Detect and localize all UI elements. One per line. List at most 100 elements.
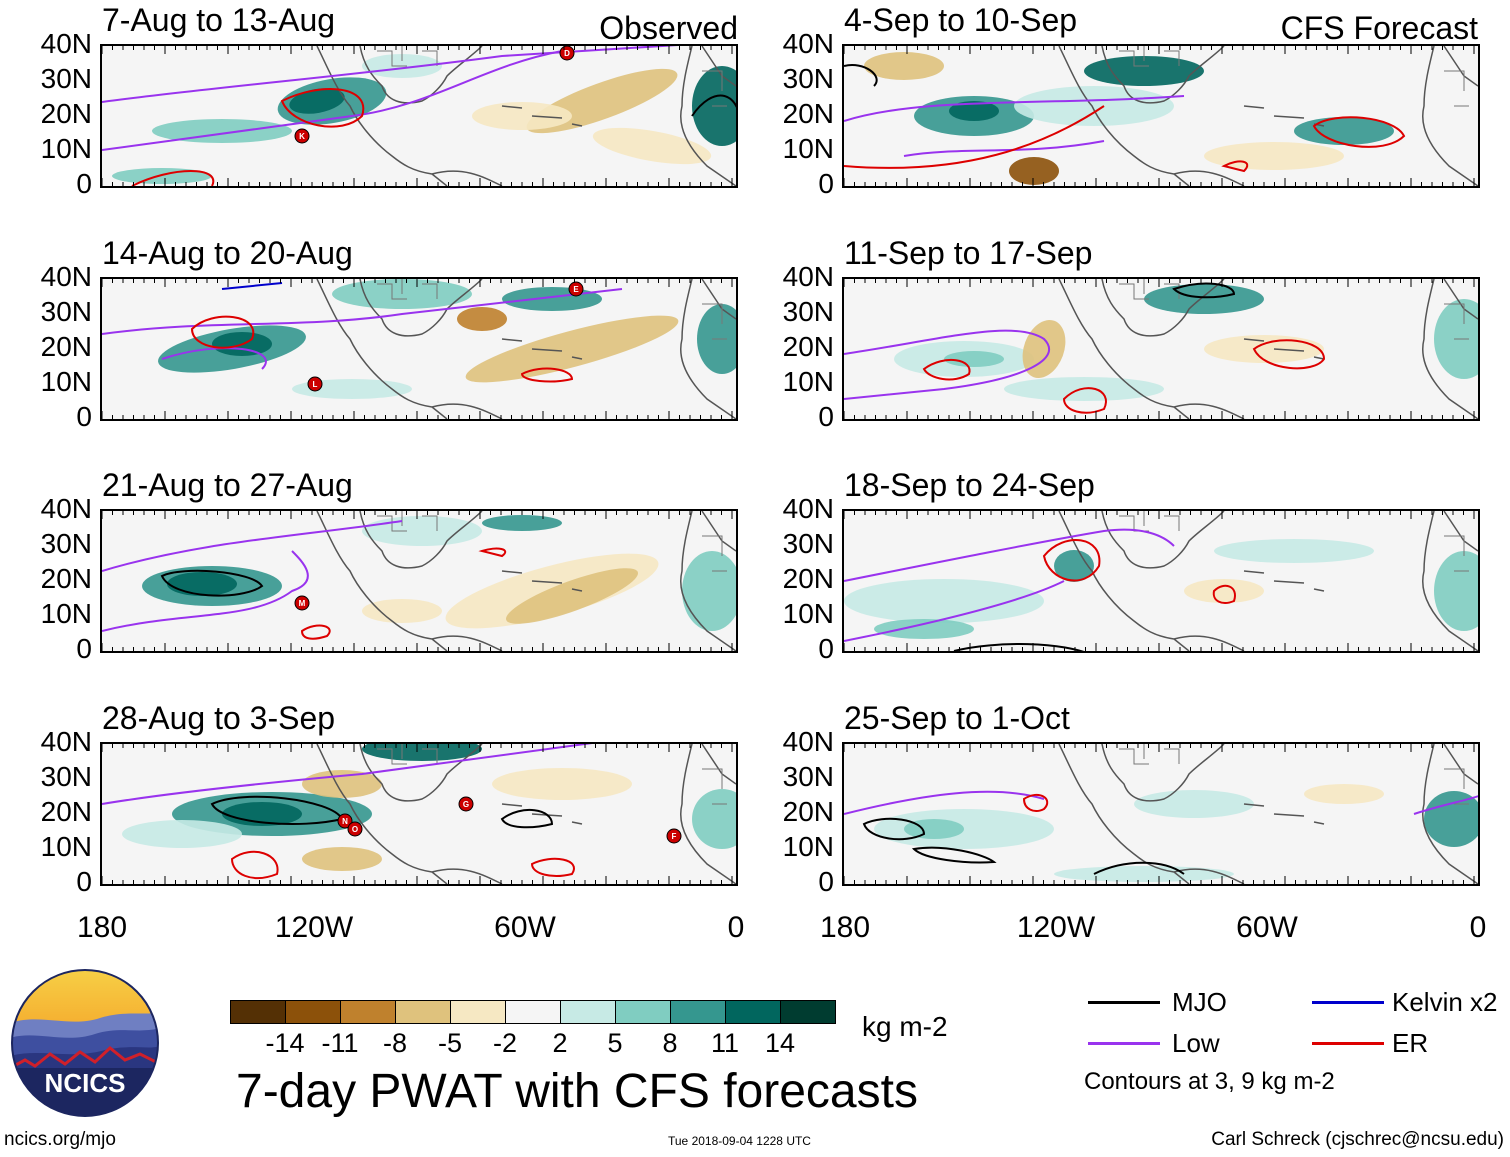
anomaly-blob [864, 52, 944, 80]
contour-line [691, 94, 736, 117]
anomaly-blob [506, 568, 638, 624]
y-axis-label: 30N [40, 63, 92, 94]
pwat-anomaly-map: NO G F [102, 744, 736, 884]
y-axis-label: 40N [782, 28, 834, 59]
coastline [1058, 511, 1478, 651]
y-axis-label: 0 [818, 633, 834, 664]
anomaly-blob [302, 847, 382, 871]
colorbar-swatch [560, 1000, 616, 1024]
pwat-anomaly-map [844, 279, 1478, 419]
panel-title: 28-Aug to 3-Sep [102, 700, 336, 736]
colorbar-tick-label: -11 [321, 1028, 359, 1058]
anomaly-blob [1054, 866, 1234, 882]
anomaly-blob [592, 127, 712, 165]
y-axis-label: 30N [40, 761, 92, 792]
y-axis-label: 0 [818, 168, 834, 199]
colorbar-tick-label: 2 [552, 1028, 568, 1058]
y-axis-label: 40N [782, 726, 834, 757]
anomaly-blob [949, 101, 999, 121]
contour-line [520, 367, 574, 383]
anomaly-blob [874, 619, 974, 639]
anomaly-blob [1144, 284, 1264, 314]
anomaly-blob [1204, 142, 1344, 170]
y-axis-label: 40N [782, 261, 834, 292]
anomaly-blob [472, 102, 572, 130]
anomaly-blob [1009, 157, 1059, 185]
forecast-label: CFS Forecast [1280, 10, 1478, 46]
anomaly-blob [1084, 56, 1204, 86]
x-label-180: 180 [819, 911, 871, 944]
y-axis-label: 0 [818, 401, 834, 432]
map-panel: M [100, 509, 738, 653]
legend-label-low: Low [1172, 1028, 1220, 1058]
pwat-anomaly-map [844, 511, 1478, 651]
anomaly-blob [122, 820, 242, 848]
coastline [1058, 46, 1478, 186]
contour-line [160, 569, 264, 597]
y-axis-label: 10N [40, 598, 92, 629]
legend-label-kelvin: Kelvin x2 [1392, 987, 1498, 1017]
state-borders [377, 46, 727, 107]
footer-timestamp: Tue 2018-09-04 1228 UTC [668, 1134, 811, 1148]
y-axis-label: 20N [782, 563, 834, 594]
pwat-anomaly-map [844, 744, 1478, 884]
contour-line [911, 846, 997, 864]
storm-marker: M [294, 595, 310, 611]
anomaly-blob [1054, 550, 1094, 582]
colorbar-tick-label: 11 [710, 1028, 740, 1058]
panel-title: 18-Sep to 24-Sep [844, 467, 1095, 503]
contour-line [161, 347, 267, 370]
contour-line [1172, 282, 1236, 299]
panel-title: 14-Aug to 20-Aug [102, 235, 353, 271]
contour-line [844, 329, 1051, 400]
x-label-0: 0 [1469, 911, 1487, 944]
contour-line [844, 105, 1105, 169]
state-borders [1119, 744, 1469, 805]
contour-line [903, 140, 1105, 157]
y-axis-label: 10N [782, 133, 834, 164]
contour-line [102, 288, 623, 335]
storm-marker: O [347, 821, 363, 837]
anomaly-blob [1214, 539, 1374, 563]
legend-line-kelvin [1312, 1001, 1384, 1004]
footer-url[interactable]: ncics.org/mjo [4, 1129, 116, 1150]
storm-letter: N [342, 817, 348, 826]
colorbar-swatch [505, 1000, 561, 1024]
map-panel [842, 44, 1480, 188]
map-panel [842, 742, 1480, 886]
state-borders [1119, 279, 1469, 340]
coastline [316, 511, 736, 651]
storm-letter: D [564, 49, 570, 58]
y-axis-label: 10N [782, 598, 834, 629]
state-borders [1119, 511, 1469, 572]
anomaly-blob [1304, 784, 1384, 804]
y-axis-label: 30N [782, 296, 834, 327]
anomaly-blob [1424, 791, 1478, 847]
contour-line [478, 547, 507, 558]
anomaly-blob [152, 119, 292, 143]
storm-letter: O [352, 825, 358, 834]
coastline [1058, 744, 1478, 884]
panel-title: 11-Sep to 17-Sep [844, 235, 1093, 271]
contour-line [102, 550, 309, 632]
y-axis-label: 0 [76, 168, 92, 199]
y-axis-label: 20N [782, 796, 834, 827]
anomaly-blob [944, 351, 1004, 367]
anomaly-blob [167, 572, 237, 596]
storm-marker: K [294, 128, 310, 144]
colorbar-swatch [395, 1000, 451, 1024]
colorbar-swatch [780, 1000, 836, 1024]
anomaly-blob [904, 819, 964, 839]
ncics-logo: NCICS [10, 968, 160, 1118]
storm-marker: E [568, 281, 584, 297]
y-axis-label: 10N [782, 366, 834, 397]
contour-line [844, 95, 1185, 122]
contour-note: Contours at 3, 9 kg m-2 [1084, 1068, 1335, 1095]
contour-line [1221, 160, 1249, 173]
colorbar-tick-label: -2 [492, 1028, 517, 1058]
y-axis-label: 30N [782, 63, 834, 94]
storm-letter: L [313, 380, 318, 389]
x-label-120w: 120W [274, 911, 354, 944]
y-axis-label: 40N [40, 28, 92, 59]
